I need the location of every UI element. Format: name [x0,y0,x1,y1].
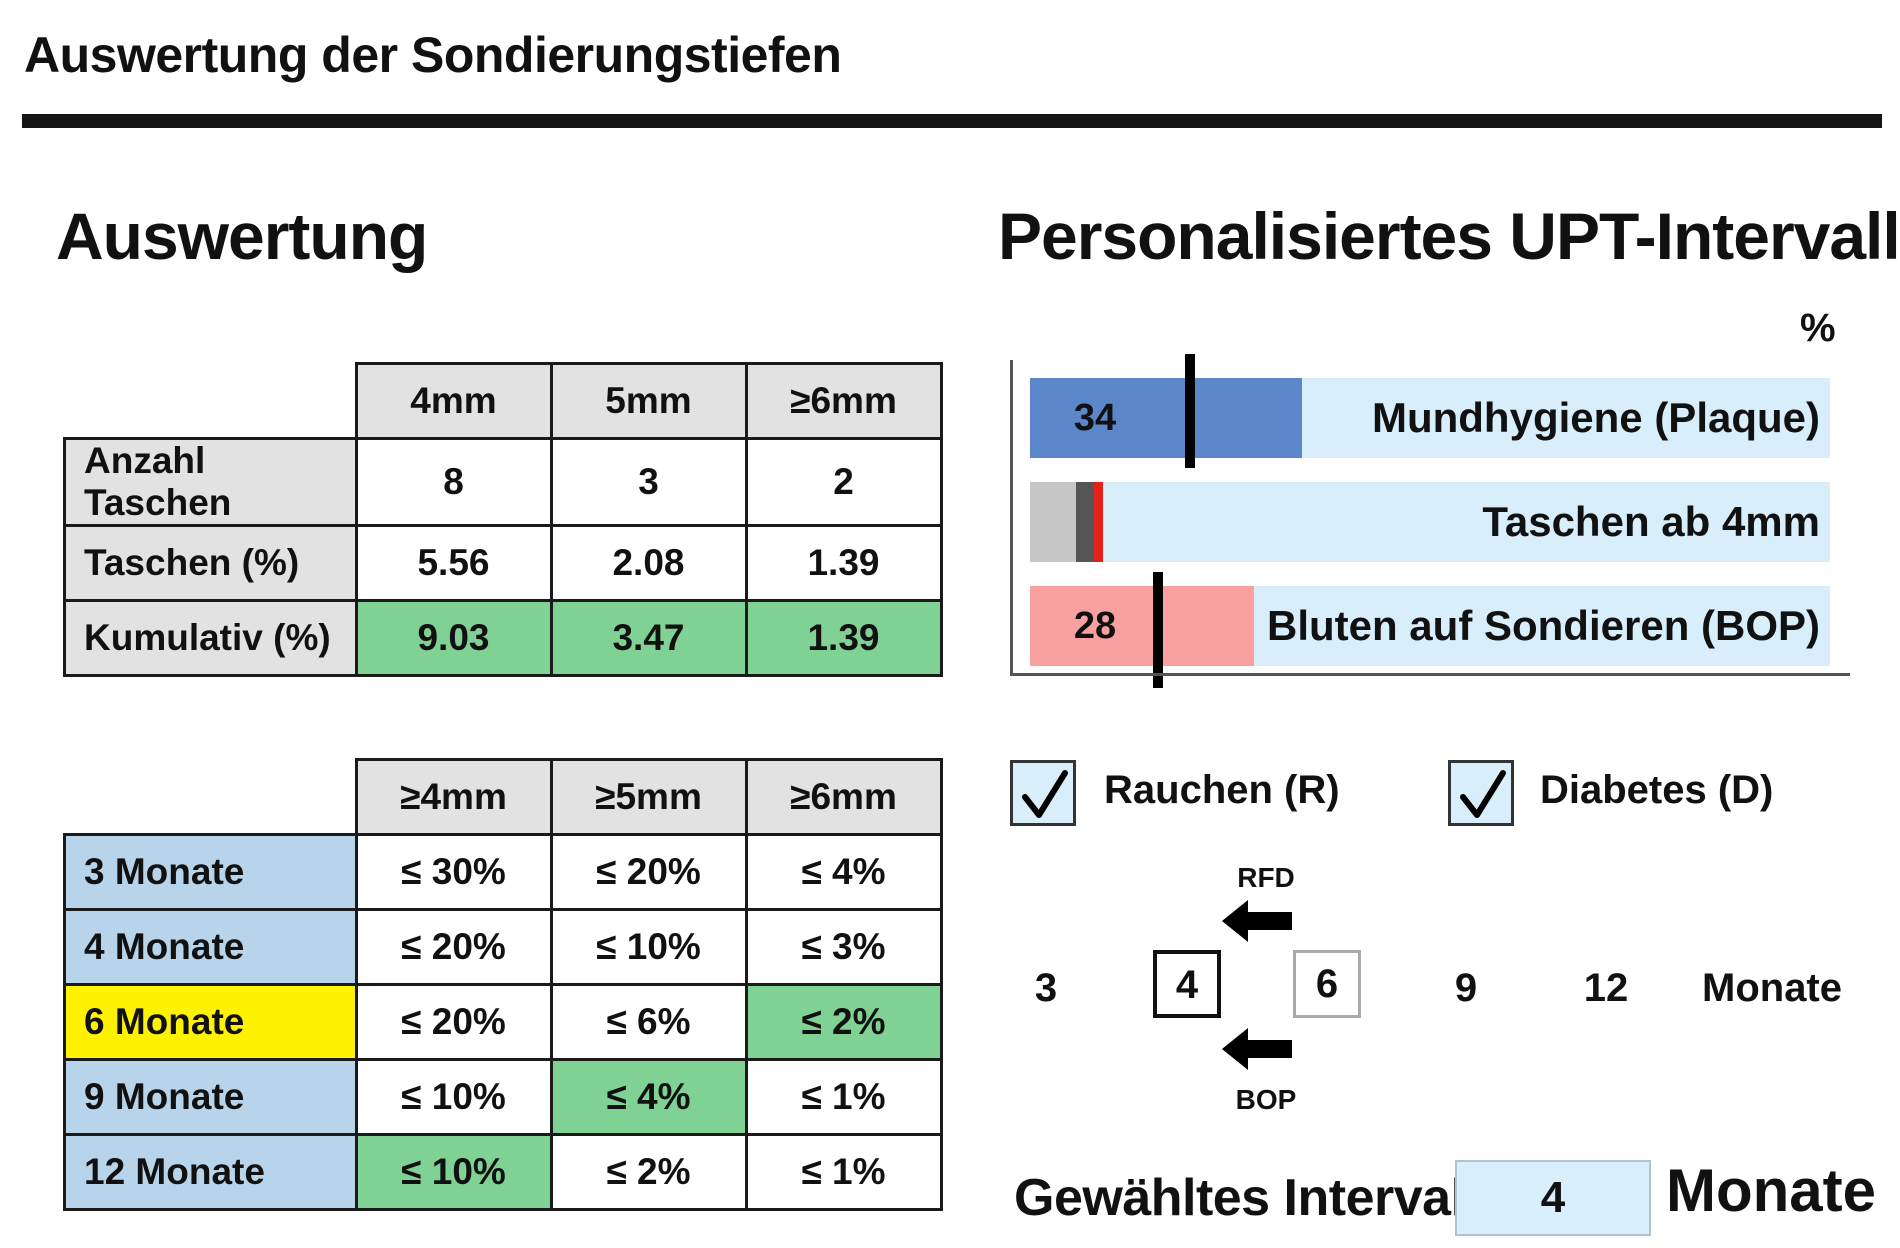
chart-axis-x [1010,673,1850,676]
table-cell: 5.56 [354,524,553,602]
row-header: 4 Monate [63,908,358,986]
table-cell: ≤ 30% [354,833,553,911]
bar-value-bop: 28 [1073,605,1117,647]
column-header: 5mm [549,362,748,440]
row-header: 3 Monate [63,833,358,911]
arrow-label-rfd: RFD [1237,862,1295,893]
row-header: 12 Monate [63,1133,358,1211]
bar-label-pockets: Taschen ab 4mm [1482,498,1820,545]
row-header: 9 Monate [63,1058,358,1136]
table-cell: ≤ 10% [354,1058,553,1136]
scale-unit-label: Monate [1702,966,1842,1010]
scale-value-3: 3 [1034,966,1058,1010]
row-header: Anzahl Taschen [63,437,358,527]
table-cell-highlighted: ≤ 4% [549,1058,748,1136]
scale-value-9: 9 [1454,966,1478,1010]
smoking-checkbox[interactable] [1010,760,1076,826]
checkmark-icon [1022,770,1068,818]
diabetes-checkbox[interactable] [1448,760,1514,826]
table-cell-highlighted: 9.03 [354,599,553,677]
section-heading-auswertung: Auswertung [56,199,428,273]
table-row: 12 Monate ≤ 10% ≤ 2% ≤ 1% [63,1133,943,1211]
column-header: ≥4mm [354,758,553,836]
column-header: ≥5mm [549,758,748,836]
selected-interval-unit: Monate [1666,1157,1876,1224]
table-cell-highlighted: 3.47 [549,599,748,677]
column-header: 4mm [354,362,553,440]
table-cell-highlighted: ≤ 10% [354,1133,553,1211]
table-row: Kumulativ (%) 9.03 3.47 1.39 [63,599,943,677]
table-header-row: ≥4mm ≥5mm ≥6mm [65,758,943,836]
table-cell: 8 [354,437,553,527]
table-cell-highlighted: ≤ 2% [744,983,943,1061]
scale-value-12: 12 [1583,966,1629,1010]
table-row: Taschen (%) 5.56 2.08 1.39 [63,524,943,602]
column-header: ≥6mm [744,362,943,440]
selected-interval-field[interactable]: 4 [1455,1160,1651,1236]
pocket-evaluation-table: 4mm 5mm ≥6mm Anzahl Taschen 8 3 2 Tasche… [63,362,943,677]
diabetes-checkbox-label: Diabetes (D) [1540,768,1774,812]
table-cell: ≤ 1% [744,1058,943,1136]
table-row: 9 Monate ≤ 10% ≤ 4% ≤ 1% [63,1058,943,1136]
bar-threshold-marker-plaque [1185,354,1195,468]
table-row: 3 Monate ≤ 30% ≤ 20% ≤ 4% [63,833,943,911]
table-cell: 2.08 [549,524,748,602]
selected-interval-label: Gewähltes Intervall: [1014,1169,1496,1227]
bar-fill-pockets-6mm [1094,482,1103,562]
column-header: ≥6mm [744,758,943,836]
bar-fill-plaque [1030,378,1302,458]
table-cell: 2 [744,437,943,527]
bar-fill-pockets-5mm [1076,482,1094,562]
bar-value-plaque: 34 [1073,397,1117,439]
section-heading-upt-intervall: Personalisiertes UPT-Intervall [998,199,1900,273]
bar-track-pockets [1030,482,1830,562]
table-header-row: 4mm 5mm ≥6mm [65,362,943,440]
bar-fill-pockets-4mm [1030,482,1076,562]
chart-unit-label: % [1800,306,1836,350]
smoking-checkbox-label: Rauchen (R) [1104,768,1340,812]
table-corner [65,364,357,439]
page-title: Auswertung der Sondierungstiefen [24,27,842,83]
title-divider [22,114,1882,128]
bar-label-bop: Bluten auf Sondieren (BOP) [1266,602,1820,649]
bar-label-plaque: Mundhygiene (Plaque) [1371,394,1820,441]
table-cell: ≤ 6% [549,983,748,1061]
chart-axis-y [1010,360,1013,676]
table-cell: ≤ 3% [744,908,943,986]
table-cell-highlighted: 1.39 [744,599,943,677]
row-header: Taschen (%) [63,524,358,602]
table-cell: ≤ 20% [549,833,748,911]
row-header: Kumulativ (%) [63,599,358,677]
table-cell: ≤ 4% [744,833,943,911]
arrow-left-icon [1222,1028,1292,1070]
bar-threshold-marker-bop [1153,572,1163,688]
table-cell: 1.39 [744,524,943,602]
table-cell: ≤ 2% [549,1133,748,1211]
table-cell: ≤ 20% [354,908,553,986]
table-cell: ≤ 10% [549,908,748,986]
arrow-left-icon [1222,900,1292,942]
table-row: Anzahl Taschen 8 3 2 [63,437,943,527]
arrow-label-bop: BOP [1235,1084,1297,1115]
table-corner [65,760,357,835]
scale-value-4-current: 4 [1153,950,1221,1018]
row-header-selected: 6 Monate [63,983,358,1061]
table-cell: ≤ 1% [744,1133,943,1211]
interval-threshold-table: ≥4mm ≥5mm ≥6mm 3 Monate ≤ 30% ≤ 20% ≤ 4%… [63,758,943,1211]
table-row: 6 Monate ≤ 20% ≤ 6% ≤ 2% [63,983,943,1061]
bar-fill-bop [1030,586,1254,666]
table-row: 4 Monate ≤ 20% ≤ 10% ≤ 3% [63,908,943,986]
checkmark-icon [1460,770,1506,818]
table-cell: ≤ 20% [354,983,553,1061]
scale-value-6-base: 6 [1293,950,1361,1018]
table-cell: 3 [549,437,748,527]
